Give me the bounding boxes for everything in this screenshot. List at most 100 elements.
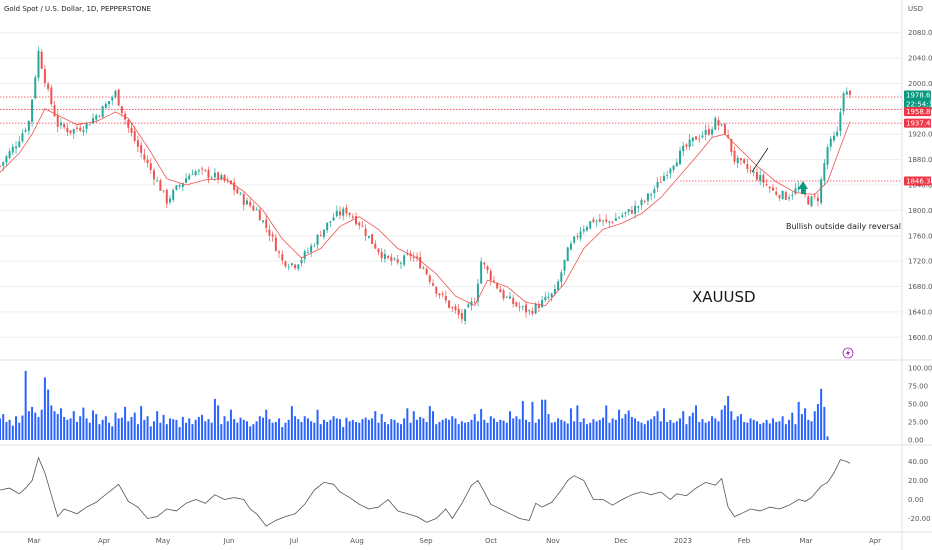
volume-bar — [297, 419, 300, 440]
volume-bar — [390, 419, 393, 440]
candle — [669, 167, 672, 179]
volume-bar — [569, 408, 572, 440]
volume-bar — [326, 422, 329, 440]
candle — [457, 303, 460, 319]
volume-bar — [736, 416, 739, 440]
candle — [643, 199, 646, 204]
date-tick: Aug — [350, 537, 364, 545]
candle — [172, 188, 175, 203]
candle — [560, 269, 563, 288]
candle — [345, 204, 348, 217]
volume-bar — [784, 424, 787, 440]
candle — [704, 124, 707, 141]
volume-bar — [242, 419, 245, 440]
volume-bar — [75, 422, 78, 440]
volume-bar — [492, 418, 495, 440]
volume-bar — [335, 418, 338, 440]
candle — [175, 184, 178, 191]
ma-path — [0, 108, 851, 307]
candle — [537, 301, 540, 313]
candle — [611, 220, 614, 225]
price-tick: 1800.00 — [908, 207, 932, 215]
volume-bar — [332, 416, 335, 440]
candle — [816, 193, 819, 207]
price-badge-text: 22:54:38 — [906, 100, 932, 108]
candle — [329, 221, 332, 227]
volume-bar — [396, 422, 399, 440]
candle — [428, 273, 431, 285]
volume-bar — [34, 412, 37, 440]
volume-bar — [11, 425, 14, 440]
volume-bar — [245, 421, 248, 440]
volume-bar — [521, 401, 524, 440]
volume-bar — [274, 422, 277, 440]
candle — [823, 159, 826, 186]
lightning-icon[interactable] — [842, 347, 854, 359]
candle — [59, 118, 62, 130]
candle — [473, 297, 476, 304]
date-tick: Sep — [419, 537, 433, 545]
candle — [675, 158, 678, 167]
volume-bar — [284, 422, 287, 440]
volume-bar — [528, 422, 531, 440]
candle — [290, 262, 293, 268]
candle — [666, 170, 669, 180]
volume-bar — [579, 422, 582, 440]
volume-bar — [229, 409, 232, 440]
volume-bar — [152, 421, 155, 440]
volume-bar — [797, 401, 800, 440]
candle — [188, 173, 191, 180]
volume-bar — [233, 419, 236, 440]
price-badge-text: 1846.30 — [906, 178, 932, 186]
candle — [24, 127, 27, 133]
candle — [499, 285, 502, 293]
volume-bar — [486, 422, 489, 440]
candle — [576, 232, 579, 240]
candle — [143, 148, 146, 163]
volume-bar — [714, 418, 717, 440]
volume-bar — [117, 418, 120, 440]
volume-bar — [573, 421, 576, 440]
candle — [451, 306, 454, 313]
volume-bar — [704, 422, 707, 440]
candle — [743, 158, 746, 165]
volume-bar — [634, 418, 637, 440]
volume-bar — [621, 418, 624, 440]
volume-tick: 75.00 — [908, 383, 928, 391]
candle — [707, 124, 710, 136]
volume-bar — [217, 405, 220, 440]
candle — [454, 304, 457, 314]
candle — [300, 257, 303, 267]
candle — [791, 191, 794, 200]
candle — [393, 257, 396, 261]
candle — [435, 286, 438, 297]
volume-bar — [88, 422, 91, 440]
date-tick: May — [156, 537, 170, 545]
volume-bar — [43, 377, 46, 440]
candle — [794, 182, 797, 196]
candle — [557, 278, 560, 292]
volume-bar — [505, 422, 508, 440]
candle — [294, 263, 297, 270]
candle — [252, 202, 255, 212]
candle — [775, 186, 778, 197]
volume-bar — [27, 411, 30, 440]
volume-bar — [162, 414, 165, 440]
candle — [672, 164, 675, 173]
price-badge: 22:54:38 — [904, 99, 932, 109]
volume-bar — [66, 419, 69, 440]
volume-bar — [720, 409, 723, 440]
candle — [820, 176, 823, 205]
volume-bar — [759, 424, 762, 440]
candle — [602, 220, 605, 227]
volume-bar — [422, 418, 425, 440]
volume-bar — [377, 422, 380, 440]
volume-bar — [18, 422, 21, 440]
volume-bar — [428, 406, 431, 440]
volume-bar — [85, 418, 88, 440]
volume-bar — [627, 410, 630, 440]
volume-bar — [15, 416, 18, 440]
volume-bar — [258, 416, 261, 440]
candle — [396, 254, 399, 265]
volume-bar — [752, 419, 755, 440]
